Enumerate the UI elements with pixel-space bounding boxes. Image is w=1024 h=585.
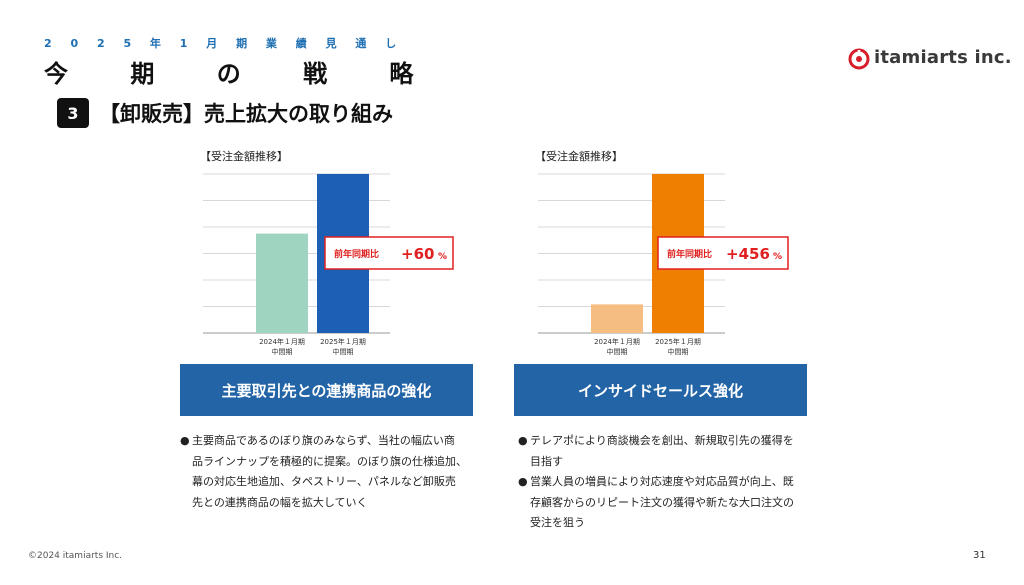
left-callout-box — [324, 236, 454, 270]
bullet-line: 受注を狙う — [530, 516, 585, 529]
left-chart-title: 【受注金額推移】 — [200, 149, 288, 163]
bullet-dot-icon: ● — [518, 475, 528, 488]
left-callout-label: 前年同期比 — [334, 248, 379, 260]
right-callout-unit: % — [773, 252, 782, 262]
right-tick-label: 2025年１月期 — [655, 337, 701, 346]
panel-inside-sales: インサイドセールス強化 — [514, 364, 807, 416]
logo-text: itamiarts inc. — [874, 47, 1012, 68]
right-tick-label: 中間期 — [668, 347, 689, 356]
section-number-badge: 3 — [57, 98, 89, 128]
panel-partner-products: 主要取引先との連携商品の強化 — [180, 364, 473, 416]
bullet-line: 先との連携商品の幅を拡大していく — [192, 495, 368, 509]
bullet-line: 品ラインナップを積極的に提案。のぼり旗の仕様追加、 — [192, 454, 467, 468]
bullet-list-left: ● 主要商品であるのぼり旗のみならず、当社の幅広い商 品ラインナップを積極的に提案。… — [180, 431, 480, 513]
right-chart-title: 【受注金額推移】 — [535, 149, 623, 163]
bullet-dot-icon: ● — [518, 434, 528, 447]
right-callout-box — [657, 236, 789, 270]
right-callout-label: 前年同期比 — [667, 248, 712, 260]
left-tick-label: 2024年１月期 — [259, 337, 305, 346]
left-bullet-1: ● 主要商品であるのぼり旗のみならず、当社の幅広い商 品ラインナップを積極的に提案。… — [180, 431, 480, 513]
page-title: 今 期 の 戦 略 — [44, 60, 441, 88]
left-tick-label: 中間期 — [333, 347, 354, 356]
left-bar-1 — [256, 233, 308, 333]
bullet-line: テレアポにより商談機会を創出、新規取引先の獲得を — [530, 434, 794, 447]
bullet-line: 営業人員の増員により対応速度や対応品質が向上、既 — [530, 475, 794, 488]
chart-left: 【受注金額推移】 2024年１月期 中間期 2025年１月期 中間期 前年同期比 +60% — [195, 146, 465, 361]
chart-right: 【受注金額推移】 2024年１月期 中間期 2025年１月期 中間期 前年同期比 +456% — [530, 146, 800, 361]
right-tick-label: 中間期 — [607, 347, 628, 356]
left-tick-label: 中間期 — [272, 347, 293, 356]
bullet-line: 目指す — [530, 454, 563, 468]
kicker-text: 2 0 2 5 年 1 月 期 業 績 見 通 し — [44, 37, 404, 50]
right-bullet-1: ● テレアポにより商談機会を創出、新規取引先の獲得を 目指す — [518, 431, 818, 472]
left-callout-unit: % — [438, 252, 447, 262]
bullet-dot-icon: ● — [180, 434, 190, 447]
bullet-line: 主要商品であるのぼり旗のみならず、当社の幅広い商 — [192, 434, 455, 447]
right-bullet-2: ● 営業人員の増員により対応速度や対応品質が向上、既 存顧客からのリピート注文の獲得… — [518, 472, 818, 534]
page-number: 31 — [973, 550, 986, 561]
section-title: 【卸販売】売上拡大の取り組み — [99, 102, 393, 126]
copyright: ©2024 itamiarts Inc. — [28, 551, 123, 561]
bullet-line: 存顧客からのリピート注文の獲得や新たな大口注文の — [530, 495, 794, 509]
left-callout-value: +60 — [401, 245, 434, 263]
right-bar-1 — [591, 304, 643, 333]
company-logo: itamiarts inc. — [848, 46, 1012, 74]
right-callout-value: +456 — [726, 245, 770, 263]
bullet-line: 幕の対応生地追加、タペストリー、パネルなど卸販売 — [192, 475, 456, 488]
bullet-list-right: ● テレアポにより商談機会を創出、新規取引先の獲得を 目指す ● 営業人員の増員により対… — [518, 431, 818, 534]
right-tick-label: 2024年１月期 — [594, 337, 640, 346]
left-tick-label: 2025年１月期 — [320, 337, 366, 346]
logo-mark-icon — [848, 48, 870, 70]
